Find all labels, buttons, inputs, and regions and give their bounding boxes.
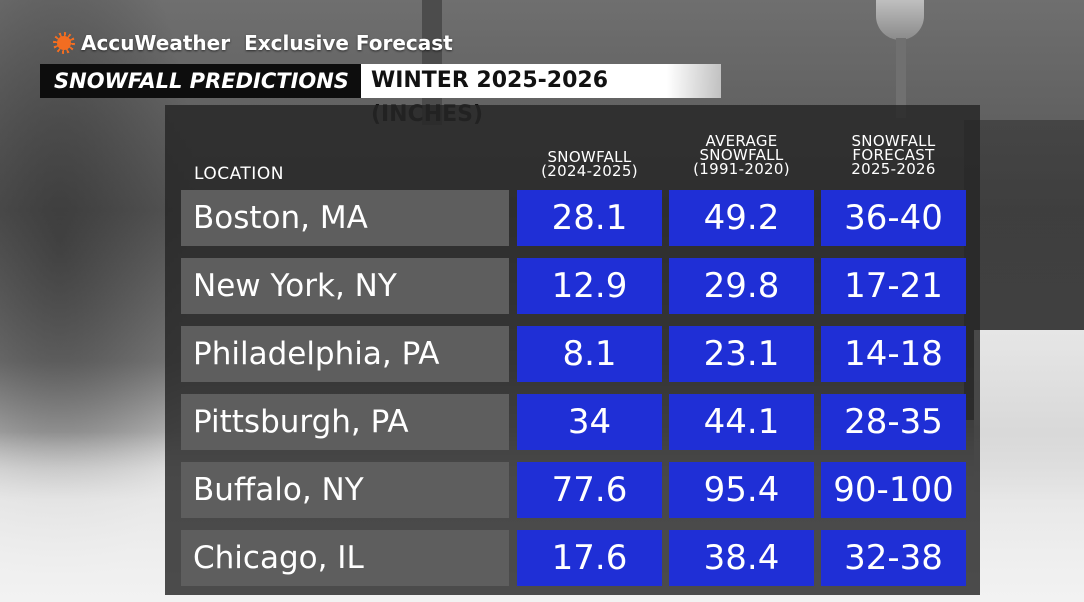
cell-snowfall: 8.1 — [517, 326, 662, 382]
cell-forecast: 32-38 — [821, 530, 966, 586]
cell-average: 95.4 — [669, 462, 814, 518]
row-location: New York, NY — [181, 258, 509, 314]
cell-forecast: 36-40 — [821, 190, 966, 246]
cell-snowfall: 34 — [517, 394, 662, 450]
location-header: LOCATION — [194, 164, 284, 184]
cell-average: 29.8 — [669, 258, 814, 314]
cell-snowfall: 28.1 — [517, 190, 662, 246]
cell-forecast: 17-21 — [821, 258, 966, 314]
row-location: Philadelphia, PA — [181, 326, 509, 382]
row-location: Pittsburgh, PA — [181, 394, 509, 450]
row-location: Boston, MA — [181, 190, 509, 246]
cell-average: 44.1 — [669, 394, 814, 450]
column-header-snowfall: SNOWFALL (2024-2025) — [541, 148, 638, 180]
title-bar: SNOWFALL PREDICTIONS WINTER 2025-2026 (I… — [40, 64, 721, 127]
cell-average: 38.4 — [669, 530, 814, 586]
cell-average: 23.1 — [669, 326, 814, 382]
brand-name: AccuWeather — [81, 31, 231, 55]
cell-snowfall: 12.9 — [517, 258, 662, 314]
row-location: Chicago, IL — [181, 530, 509, 586]
brand-tagline: Exclusive Forecast — [244, 31, 453, 55]
background-lamp-pole — [896, 38, 906, 118]
column-header-forecast: SNOWFALL FORECAST 2025-2026 — [851, 132, 936, 178]
cell-average: 49.2 — [669, 190, 814, 246]
cell-forecast: 90-100 — [821, 462, 966, 518]
sun-icon — [53, 32, 75, 54]
row-location: Buffalo, NY — [181, 462, 509, 518]
brand-header: AccuWeather Exclusive Forecast — [53, 31, 453, 55]
title-main: SNOWFALL PREDICTIONS — [40, 64, 361, 98]
cell-snowfall: 17.6 — [517, 530, 662, 586]
background-lamp — [876, 0, 924, 40]
title-sub: WINTER 2025-2026 (INCHES) — [360, 64, 721, 127]
cell-forecast: 28-35 — [821, 394, 966, 450]
column-header-average: AVERAGE SNOWFALL (1991-2020) — [693, 132, 790, 178]
cell-forecast: 14-18 — [821, 326, 966, 382]
cell-snowfall: 77.6 — [517, 462, 662, 518]
